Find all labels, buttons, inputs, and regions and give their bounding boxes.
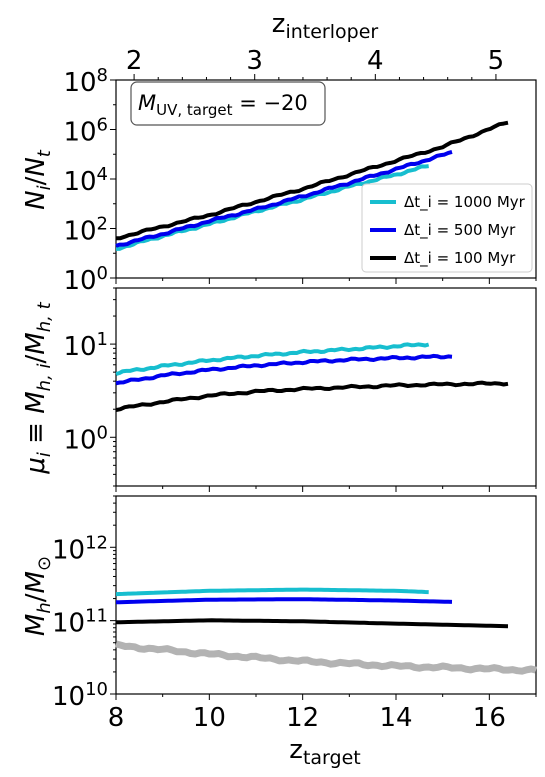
series-middle-0 (115, 342, 430, 376)
series-lines (115, 120, 537, 675)
tick-marks (110, 74, 537, 700)
panel-frame-middle (115, 287, 537, 487)
top-xtick-label: 3 (246, 46, 263, 76)
middle-ylabel: μi ≡ Mh, i/Mh, t (21, 301, 55, 474)
xtick-label: 12 (286, 703, 319, 733)
ytick-label-bottom: 1012 (52, 532, 108, 565)
series-bottom-3 (115, 640, 537, 675)
xtick-label: 14 (379, 703, 412, 733)
series-top-1 (115, 149, 453, 248)
top-xtick-label: 4 (367, 46, 384, 76)
ytick-label-top: 106 (63, 115, 108, 148)
ytick-label-middle: 101 (63, 329, 108, 362)
bottom-axis-label: ztarget (289, 735, 360, 769)
xtick-label: 10 (193, 703, 226, 733)
ytick-label-bottom: 1010 (52, 679, 108, 712)
series-top-2 (116, 120, 509, 241)
xtick-label: 16 (473, 703, 506, 733)
legend-label: Δt_i = 100 Myr (404, 249, 516, 268)
series-bottom-1 (115, 597, 453, 605)
top-ylabel: Ni/Nt (21, 149, 55, 210)
ytick-label-top: 102 (63, 214, 108, 247)
series-middle-2 (115, 380, 509, 413)
annotation-text: MUV, target = −20 (138, 91, 308, 119)
ytick-label-top: 104 (63, 164, 108, 197)
top-axis-label: zinterloper (272, 9, 379, 43)
panel-frames (115, 79, 537, 695)
xtick-label: 8 (108, 703, 125, 733)
annotation-box: MUV, target = −20 (130, 81, 326, 126)
ytick-label-middle: 100 (63, 422, 108, 455)
top-xtick-label: 2 (126, 46, 143, 76)
series-bottom-2 (115, 618, 509, 629)
panel-frame-bottom (115, 495, 537, 695)
legend: Δt_i = 1000 Myr Δt_i = 500 Myr Δt_i = 100 … (361, 183, 533, 273)
bottom-ylabel: Mh/M⊙ (21, 556, 55, 636)
ytick-label-top: 100 (63, 263, 108, 296)
top-xtick-label: 5 (488, 46, 505, 76)
series-bottom-0 (115, 587, 429, 597)
series-middle-1 (115, 353, 453, 386)
legend-label: Δt_i = 1000 Myr (404, 193, 526, 212)
ytick-label-top: 108 (63, 65, 108, 98)
legend-label: Δt_i = 500 Myr (404, 221, 516, 240)
ytick-label-bottom: 1011 (52, 606, 108, 639)
